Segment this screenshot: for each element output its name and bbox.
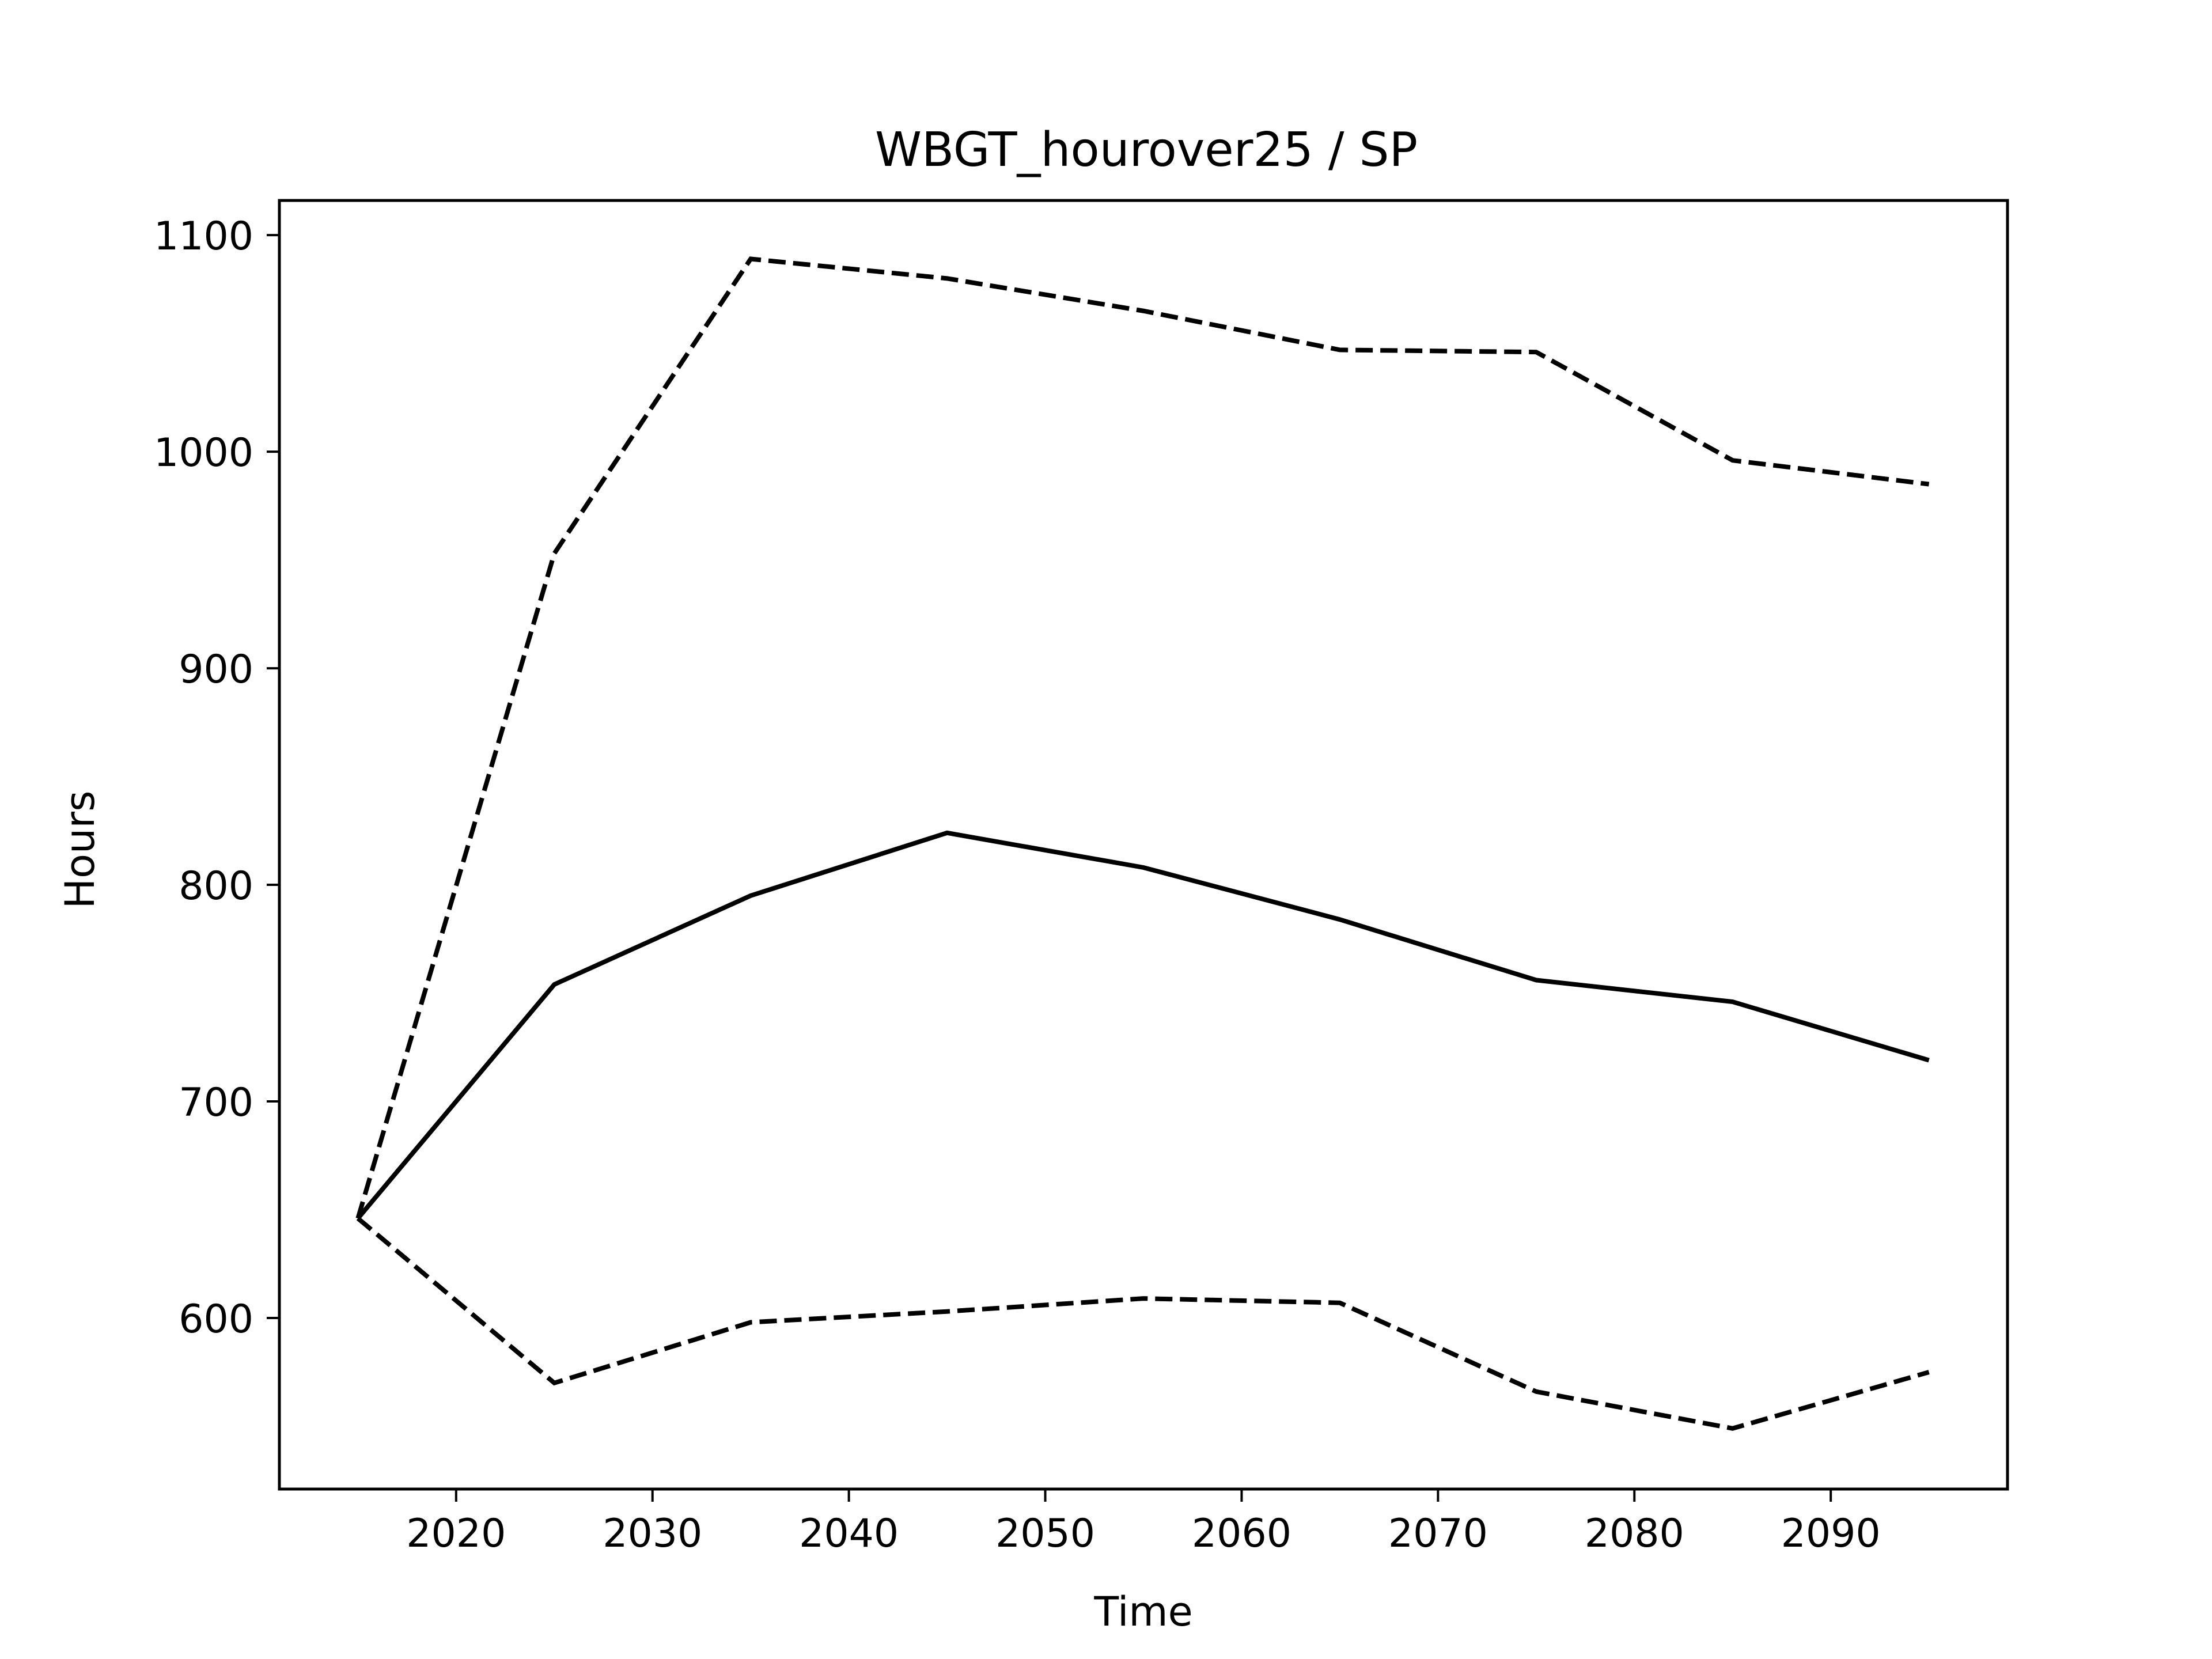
chart-title: WBGT_hourover25 / SP: [875, 123, 1418, 177]
y-tick-label: 600: [179, 1297, 253, 1342]
series-layer: [355, 256, 1930, 1431]
x-axis: 2020 2030 2040 2050 2060 2070 2080 2090: [406, 1489, 1881, 1556]
y-tick-label: 800: [179, 863, 253, 909]
y-tick-label: 1000: [154, 430, 253, 476]
x-tick-label: 2060: [1192, 1511, 1291, 1556]
y-tick-label: 700: [179, 1080, 253, 1126]
solid-series-line-0: [356, 830, 1930, 1220]
dashed-series-line-1: [355, 256, 1930, 1219]
x-tick-label: 2090: [1781, 1511, 1881, 1556]
y-axis: 600 700 800 900 1000 1100: [154, 214, 279, 1342]
y-tick-label: 1100: [154, 214, 253, 259]
y-axis-label: Hours: [56, 790, 104, 908]
x-tick-label: 2030: [603, 1511, 702, 1556]
dashed-series-line-2: [356, 1216, 1930, 1431]
x-tick-label: 2050: [995, 1511, 1095, 1556]
x-tick-label: 2020: [406, 1511, 506, 1556]
y-tick-label: 900: [179, 647, 253, 692]
x-axis-label: Time: [1093, 1588, 1192, 1635]
x-tick-label: 2080: [1585, 1511, 1684, 1556]
x-tick-label: 2070: [1388, 1511, 1488, 1556]
plot-area-frame: [278, 199, 2009, 1491]
x-tick-label: 2040: [799, 1511, 899, 1556]
